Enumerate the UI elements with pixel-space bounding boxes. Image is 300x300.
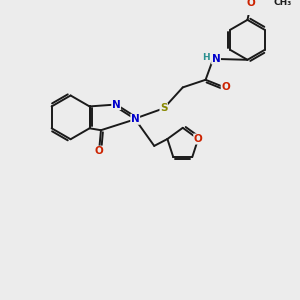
Text: O: O	[95, 146, 103, 156]
Text: O: O	[221, 82, 230, 92]
Text: N: N	[131, 114, 140, 124]
Text: CH₃: CH₃	[273, 0, 291, 7]
Text: H: H	[202, 53, 209, 62]
Text: S: S	[160, 103, 167, 113]
Text: O: O	[194, 134, 203, 144]
Text: O: O	[247, 0, 256, 8]
Text: N: N	[212, 54, 220, 64]
Text: N: N	[112, 100, 121, 110]
